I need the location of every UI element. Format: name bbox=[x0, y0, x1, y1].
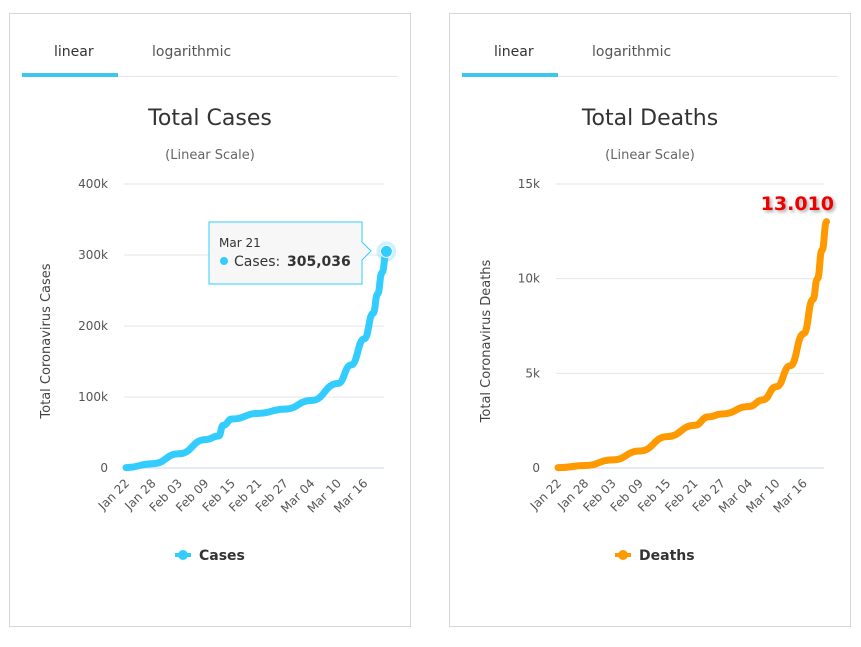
series-line-cases bbox=[122, 247, 390, 472]
tooltip-value: 305,036 bbox=[287, 254, 351, 270]
tooltip-marker bbox=[220, 257, 228, 265]
tooltip-box bbox=[208, 221, 372, 285]
tooltip-date: Mar 21 bbox=[219, 236, 261, 250]
y-tick-label: 300k bbox=[78, 248, 108, 262]
chart-title: Total Deaths bbox=[581, 106, 718, 131]
hover-point bbox=[379, 244, 393, 258]
tooltip-series: Cases: bbox=[234, 254, 280, 270]
legend: Deaths bbox=[615, 548, 695, 564]
cases-chart-card: linear logarithmic Total Cases (Linear Sc… bbox=[9, 13, 411, 627]
y-tick-label: 10k bbox=[518, 272, 540, 286]
series-line-deaths bbox=[554, 218, 831, 472]
scale-tabs: linear logarithmic bbox=[22, 14, 398, 77]
active-tab-indicator bbox=[22, 73, 118, 77]
y-tick-label: 15k bbox=[518, 177, 540, 191]
y-tick-label: 100k bbox=[78, 390, 108, 404]
tab-logarithmic[interactable]: logarithmic bbox=[592, 44, 672, 60]
y-axis-label: Total Coronavirus Cases bbox=[39, 263, 54, 419]
chart-subtitle: (Linear Scale) bbox=[605, 148, 695, 163]
y-tick-label: 5k bbox=[525, 366, 540, 380]
x-tick-label: Jan 22 bbox=[527, 476, 564, 513]
scale-tabs: linear logarithmic bbox=[462, 14, 838, 77]
last-value-label: 13.010 bbox=[761, 193, 834, 215]
tab-linear[interactable]: linear bbox=[54, 44, 94, 60]
y-axis-label: Total Coronavirus Deaths bbox=[479, 259, 494, 423]
chart-subtitle: (Linear Scale) bbox=[165, 148, 255, 163]
legend: Cases bbox=[175, 548, 245, 564]
active-tab-indicator bbox=[462, 73, 558, 77]
deaths-chart: Total Deaths (Linear Scale) 0 5k 10k 15k Jan 2… bbox=[479, 106, 834, 564]
y-tick-label: 0 bbox=[100, 461, 108, 475]
chart-title: Total Cases bbox=[147, 106, 272, 131]
legend-marker bbox=[178, 550, 188, 560]
deaths-chart-card: linear logarithmic Total Deaths (Linear S… bbox=[449, 13, 851, 627]
tab-linear[interactable]: linear bbox=[494, 44, 534, 60]
y-tick-label: 0 bbox=[532, 461, 540, 475]
y-tick-label: 200k bbox=[78, 319, 108, 333]
legend-label: Cases bbox=[199, 548, 245, 564]
cases-chart: Total Cases (Linear Scale) 0 100k 200k 300k 40… bbox=[39, 106, 397, 564]
legend-label: Deaths bbox=[639, 548, 695, 564]
tooltip: Mar 21 Cases: 305,036 bbox=[208, 221, 372, 285]
legend-marker bbox=[618, 550, 628, 560]
tab-logarithmic[interactable]: logarithmic bbox=[152, 44, 232, 60]
y-tick-label: 400k bbox=[78, 177, 108, 191]
